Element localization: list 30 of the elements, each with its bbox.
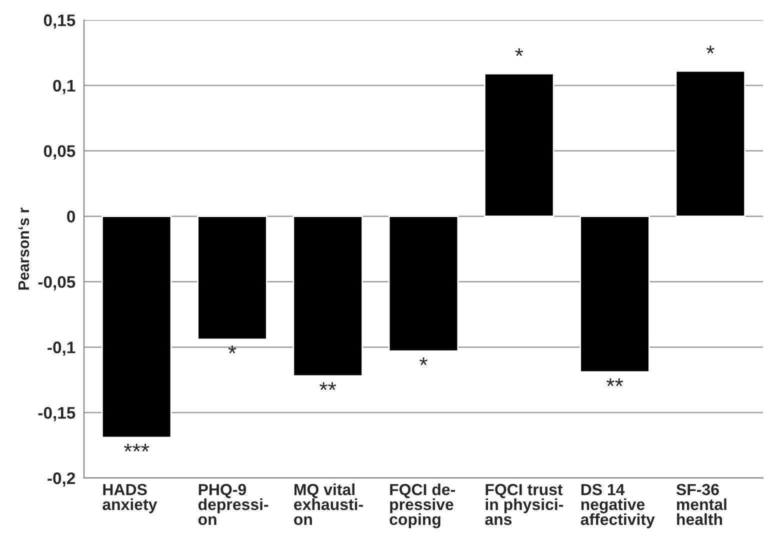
bar [484,72,554,217]
bar [101,216,172,438]
y-tick-label: 0,15 [44,14,76,29]
y-tick-label: 0,1 [53,80,76,94]
y-tick-label: 0 [67,210,75,222]
bar [197,216,268,340]
x-tick-label: SF-36 mental health [676,484,726,526]
annotation: ** [606,378,624,386]
annotation: * [515,48,524,56]
x-tick-label: HADS anxiety [102,484,158,514]
bar [580,216,650,373]
bar [675,70,746,217]
x-tick-label: DS 14 negative affectivity [580,484,655,528]
x-tick-label: FQCI de- pressive coping [390,483,455,528]
bar [388,216,459,352]
annotation: * [420,357,428,366]
annotation: ** [320,382,336,390]
x-tick-label: PHQ-9 depressi- on [198,484,268,526]
y-tick-label: -0,05 [38,276,76,290]
y-tick-label: -0,1 [48,342,76,356]
bar [292,216,363,377]
y-tick-label: 0,05 [44,145,76,160]
y-tick-label: -0,15 [38,406,76,422]
x-tick-label: FQCI trust in physici- ans [485,484,564,526]
annotation: * [706,46,714,54]
x-tick-label: MQ vital exhausti- on [294,483,363,526]
y-tick-label: -0,2 [48,472,75,487]
annotation: *** [124,444,150,452]
y-axis-title: Pearson‘s r [18,208,30,290]
annotation: * [228,346,236,354]
